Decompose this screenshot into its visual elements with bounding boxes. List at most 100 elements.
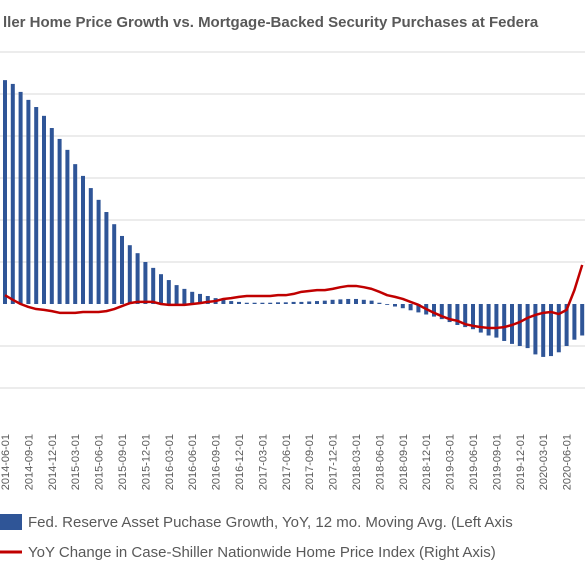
bar [517, 304, 522, 346]
x-tick-label: 2019-09-01 [491, 434, 503, 490]
bar [182, 288, 187, 304]
bar [88, 188, 93, 304]
bar [322, 300, 327, 304]
bar [549, 304, 553, 357]
bar [315, 301, 319, 304]
bar [34, 107, 39, 305]
x-tick-label: 2016-03-01 [164, 434, 176, 490]
bar [385, 304, 390, 305]
chart-title: ller Home Price Growth vs. Mortgage-Back… [3, 14, 539, 31]
line [4, 264, 584, 330]
bar [463, 304, 468, 328]
x-tick-label: 2017-06-01 [281, 434, 293, 490]
bar [439, 304, 444, 320]
bar [18, 91, 23, 305]
bar [346, 298, 351, 304]
x-tick-label: 2014-09-01 [23, 434, 35, 490]
bar [478, 304, 483, 333]
x-tick-label: 2019-03-01 [445, 434, 457, 490]
x-tick-label: 2015-06-01 [94, 434, 106, 490]
bar [377, 302, 382, 304]
bar [525, 304, 530, 349]
x-tick-label: 2018-12-01 [421, 434, 433, 490]
bar [408, 304, 413, 311]
bar [151, 267, 156, 304]
bar [268, 302, 273, 304]
x-tick-label: 2019-06-01 [468, 434, 480, 490]
x-tick-label: 2015-09-01 [117, 434, 129, 490]
x-tick-label: 2016-12-01 [234, 434, 246, 490]
legend-label: Fed. Reserve Asset Puchase Growth, YoY, … [28, 514, 513, 531]
bar [564, 304, 569, 346]
bar [159, 274, 163, 304]
bar [416, 304, 421, 313]
x-tick-label: 2020-06-01 [562, 434, 574, 490]
legend-swatch [0, 514, 22, 530]
bar [135, 253, 140, 304]
bar [299, 301, 304, 304]
bar [42, 115, 46, 304]
x-tick-label: 2014-12-01 [47, 434, 59, 490]
bar [260, 302, 265, 304]
bar [221, 299, 226, 304]
x-tick-label: 2014-06-01 [0, 434, 12, 490]
bar [338, 299, 343, 304]
x-tick-label: 2017-12-01 [328, 434, 340, 490]
bar [26, 99, 31, 304]
bar [361, 299, 366, 304]
bar [190, 291, 195, 304]
bar [393, 304, 397, 307]
bar [104, 212, 109, 304]
bar [166, 280, 171, 304]
legend-label: YoY Change in Case-Shiller Nationwide Ho… [28, 544, 496, 561]
bar [447, 304, 452, 323]
bar [3, 80, 7, 304]
bar [174, 285, 179, 304]
x-tick-label: 2018-09-01 [398, 434, 410, 490]
bar [276, 302, 280, 304]
bar [81, 175, 85, 304]
x-tick-label: 2017-03-01 [257, 434, 269, 490]
x-tick-label: 2018-06-01 [374, 434, 386, 490]
bar [541, 304, 546, 357]
bar [57, 138, 62, 304]
bar [291, 301, 296, 304]
bar [494, 304, 499, 338]
bar [65, 149, 70, 304]
bar [10, 83, 15, 304]
bar [283, 302, 288, 304]
bar [400, 304, 405, 309]
bar [252, 302, 257, 304]
bar [330, 299, 335, 304]
bar [96, 199, 101, 304]
x-tick-label: 2017-09-01 [304, 434, 316, 490]
bar [198, 293, 202, 304]
x-tick-label: 2016-09-01 [211, 434, 223, 490]
x-tick-label: 2015-03-01 [70, 434, 82, 490]
bar [237, 301, 241, 304]
x-tick-label: 2019-12-01 [515, 434, 527, 490]
bar [486, 304, 491, 336]
bar [455, 304, 460, 325]
bar [354, 298, 358, 304]
bar [143, 262, 148, 304]
bar [580, 304, 585, 336]
bar [471, 304, 475, 330]
bar [572, 304, 577, 340]
bar [432, 304, 436, 317]
bar [229, 301, 234, 304]
x-tick-label: 2016-06-01 [187, 434, 199, 490]
bar [112, 224, 117, 304]
bar [369, 300, 374, 304]
bar [556, 304, 561, 353]
x-tick-label: 2020-03-01 [538, 434, 550, 490]
x-tick-label: 2015-12-01 [140, 434, 152, 490]
bar [244, 302, 249, 304]
bar [307, 301, 312, 304]
bar [502, 304, 507, 341]
bar [120, 235, 124, 304]
plot-area: 2014-06-01 2014-09-01 2014-12-01 2015-03-01… [0, 51, 585, 490]
bar [205, 296, 210, 304]
bar [127, 245, 132, 304]
